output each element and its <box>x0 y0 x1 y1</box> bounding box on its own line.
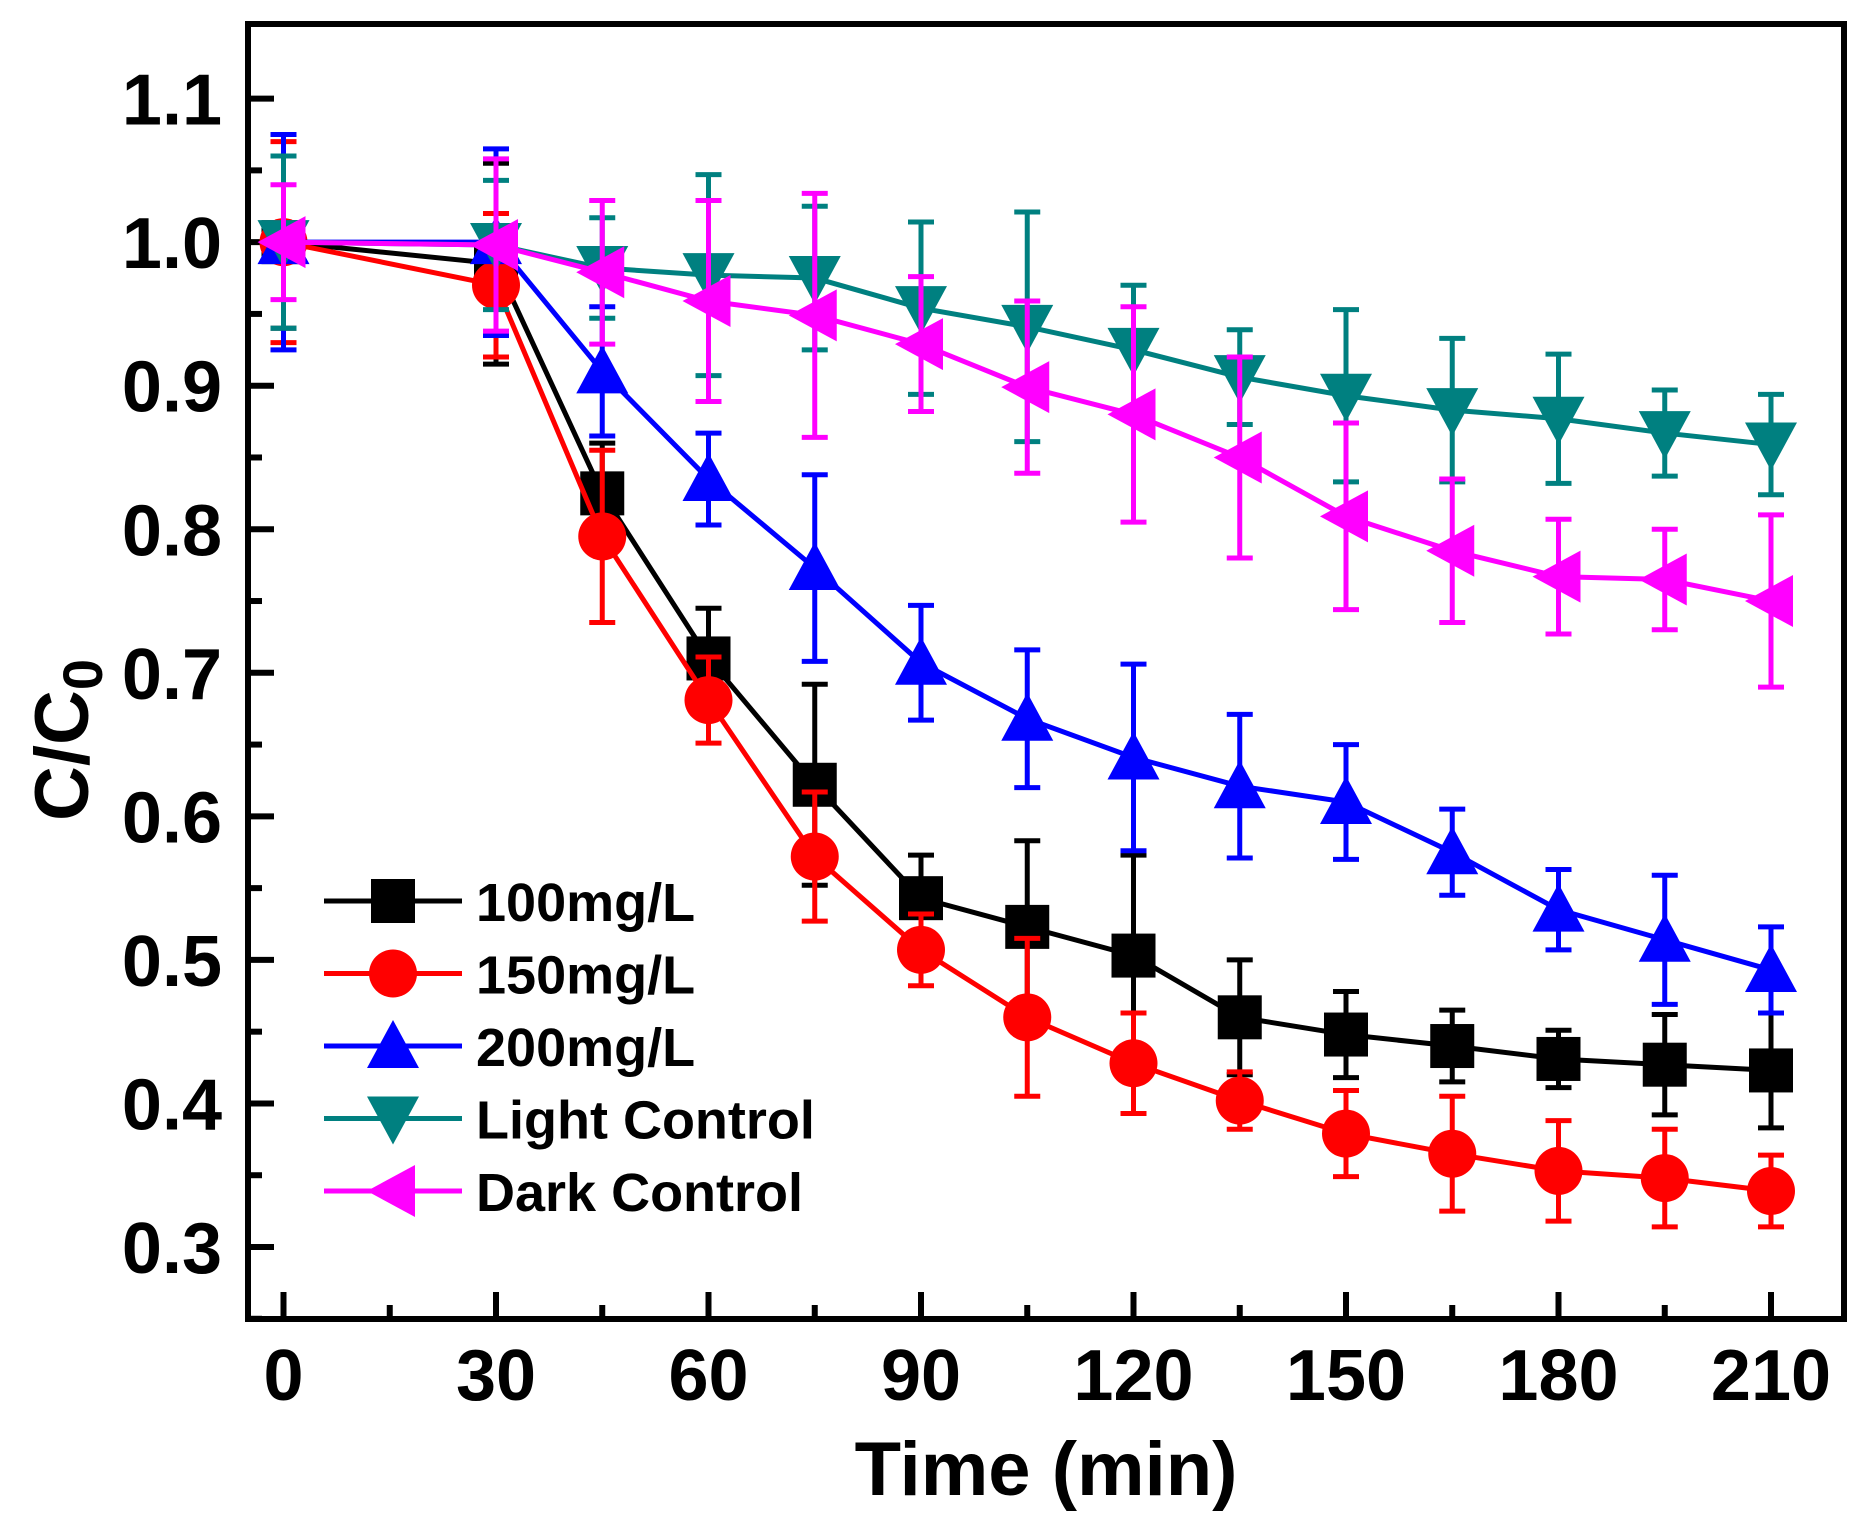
legend-item: 150mg/L <box>324 946 695 1006</box>
x-axis-label: Time (min) <box>855 1427 1238 1512</box>
marker-square <box>1642 1042 1687 1087</box>
marker-triangle-down <box>1532 396 1585 445</box>
series-layer <box>257 131 1797 1230</box>
marker-square <box>1536 1036 1581 1081</box>
marker-circle <box>1428 1129 1477 1178</box>
marker-triangle-left <box>470 219 518 272</box>
legend-item: 100mg/L <box>324 873 695 933</box>
legend-label: 150mg/L <box>476 946 695 1006</box>
marker-triangle-up <box>1213 760 1266 809</box>
y-tick-label: 0.8 <box>122 491 222 571</box>
marker-triangle-left <box>788 289 837 342</box>
marker-triangle-down <box>1426 388 1479 437</box>
marker-triangle-left <box>1745 575 1793 628</box>
marker-triangle-up <box>1745 943 1797 992</box>
marker-triangle-up <box>576 345 629 394</box>
marker-triangle-up <box>895 636 947 685</box>
y-tick-label: 1.0 <box>122 204 222 284</box>
legend-item: Light Control <box>324 1091 815 1151</box>
marker-circle <box>369 949 417 998</box>
x-tick-label: 180 <box>1498 1336 1618 1416</box>
marker-square <box>371 879 415 923</box>
marker-circle <box>1322 1109 1370 1158</box>
y-axis-label-main: C/C <box>20 690 105 821</box>
marker-circle <box>1534 1146 1583 1195</box>
x-tick-label: 0 <box>263 1336 303 1416</box>
x-tick-label: 120 <box>1073 1336 1193 1416</box>
y-axis-label-sub: 0 <box>51 659 114 690</box>
marker-circle <box>1215 1076 1264 1125</box>
marker-triangle-left <box>1426 524 1475 577</box>
marker-circle <box>578 512 627 561</box>
marker-triangle-up <box>682 453 735 502</box>
y-axis-label: C/C0 <box>20 659 114 821</box>
marker-circle <box>1003 993 1052 1042</box>
y-tick-label: 0.4 <box>122 1065 222 1145</box>
marker-triangle-up <box>367 1020 419 1068</box>
y-tick-label: 0.5 <box>122 922 222 1002</box>
legend: 100mg/L 150mg/L 200mg/L Light Control Dark C… <box>324 873 815 1223</box>
marker-square <box>1430 1024 1475 1069</box>
marker-square <box>1217 995 1262 1040</box>
y-tick-label: 1.1 <box>122 61 222 141</box>
marker-triangle-left <box>1320 490 1368 543</box>
marker-triangle-down <box>367 1096 419 1145</box>
marker-triangle-up <box>1107 731 1160 780</box>
legend-label: 200mg/L <box>476 1018 695 1078</box>
legend-item: Dark Control <box>324 1163 803 1223</box>
marker-triangle-up <box>1638 913 1691 962</box>
marker-triangle-down <box>1638 411 1691 460</box>
marker-triangle-left <box>1638 553 1687 606</box>
marker-triangle-left <box>367 1165 415 1217</box>
axes: 0.3 0.4 0.5 0.6 0.7 0.8 0.9 1.0 1.1 0 30 60 90 120 150… <box>122 61 1831 1416</box>
x-tick-label: 30 <box>456 1336 536 1416</box>
marker-triangle-up <box>1320 775 1372 824</box>
marker-circle <box>1109 1039 1158 1088</box>
marker-triangle-down <box>1745 422 1797 471</box>
marker-circle <box>1640 1154 1689 1203</box>
marker-triangle-up <box>788 542 841 591</box>
x-tick-label: 60 <box>668 1336 748 1416</box>
y-tick-label: 0.9 <box>122 348 222 428</box>
y-tick-label: 0.6 <box>122 778 222 858</box>
marker-triangle-left <box>1107 388 1156 441</box>
marker-square <box>1324 1012 1368 1057</box>
marker-triangle-left <box>895 318 943 371</box>
x-tick-label: 150 <box>1286 1336 1406 1416</box>
plot-frame <box>245 21 1847 1322</box>
legend-label: Light Control <box>476 1091 815 1151</box>
y-tick-label: 0.3 <box>122 1209 222 1289</box>
y-tick-label: 0.7 <box>122 635 222 715</box>
marker-triangle-left <box>1001 361 1050 414</box>
marker-triangle-left <box>576 246 625 299</box>
marker-circle <box>897 925 945 974</box>
marker-triangle-down <box>1320 373 1372 422</box>
marker-triangle-up <box>1426 826 1479 875</box>
x-tick-label: 210 <box>1711 1336 1831 1416</box>
legend-item: 200mg/L <box>324 1018 695 1078</box>
marker-circle <box>790 832 839 881</box>
x-tick-label: 90 <box>881 1336 961 1416</box>
marker-circle <box>1747 1167 1795 1216</box>
series-dark-control <box>257 156 1793 690</box>
marker-circle <box>684 676 733 725</box>
marker-triangle-left <box>257 216 306 269</box>
legend-label: Dark Control <box>476 1163 803 1223</box>
marker-square <box>1749 1048 1793 1093</box>
marker-triangle-up <box>1001 692 1054 741</box>
marker-square <box>1111 933 1156 978</box>
marker-triangle-up <box>1532 883 1585 932</box>
marker-triangle-left <box>1532 550 1581 603</box>
marker-triangle-left <box>682 275 731 328</box>
legend-label: 100mg/L <box>476 873 695 933</box>
marker-triangle-left <box>1213 431 1262 484</box>
